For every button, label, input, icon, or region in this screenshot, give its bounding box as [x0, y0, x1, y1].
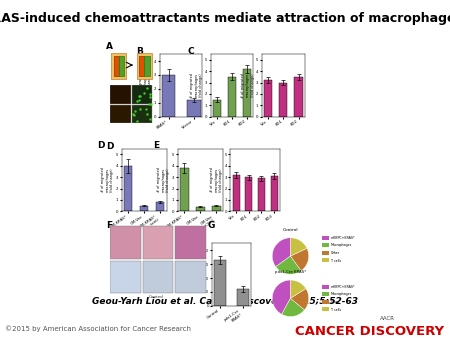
- Wedge shape: [276, 256, 301, 274]
- Bar: [162, 75, 176, 117]
- Text: ©2015 by American Association for Cancer Research: ©2015 by American Association for Cancer…: [5, 325, 191, 332]
- Wedge shape: [272, 280, 291, 314]
- Title: pdx1-Cre KRAS*: pdx1-Cre KRAS*: [275, 270, 306, 274]
- Y-axis label: # of migrated
macrophages
(fold change): # of migrated macrophages (fold change): [101, 168, 114, 192]
- Text: mKBPC+KRAS*: mKBPC+KRAS*: [331, 236, 356, 240]
- Text: B: B: [136, 47, 143, 55]
- Bar: [322, 285, 328, 289]
- Text: D: D: [106, 142, 113, 151]
- Y-axis label: # of migrated
macrophages
(fold change): # of migrated macrophages (fold change): [210, 168, 223, 192]
- Bar: [119, 56, 124, 76]
- Bar: [322, 259, 328, 262]
- Title: Control: Control: [283, 228, 298, 232]
- Text: Other: Other: [331, 251, 340, 255]
- Bar: [214, 260, 226, 306]
- Text: T cells: T cells: [331, 308, 341, 312]
- Bar: [110, 226, 141, 259]
- Bar: [143, 261, 173, 293]
- Bar: [245, 177, 252, 211]
- Wedge shape: [272, 238, 291, 267]
- Text: Macrophages: Macrophages: [331, 243, 352, 247]
- Bar: [322, 308, 328, 311]
- Wedge shape: [291, 289, 309, 310]
- Bar: [111, 53, 126, 79]
- Wedge shape: [291, 280, 306, 298]
- Bar: [180, 168, 189, 211]
- Y-axis label: # of migrated
macrophages
(fold change): # of migrated macrophages (fold change): [157, 168, 171, 192]
- Bar: [279, 82, 288, 117]
- Text: C: C: [187, 47, 194, 55]
- Bar: [233, 175, 239, 211]
- Bar: [144, 56, 149, 76]
- Wedge shape: [282, 298, 305, 316]
- Bar: [264, 80, 272, 117]
- Text: T cells: T cells: [331, 259, 341, 263]
- Bar: [212, 206, 220, 211]
- Text: A: A: [106, 42, 113, 51]
- Bar: [140, 206, 148, 211]
- Bar: [322, 236, 328, 240]
- Bar: [212, 100, 221, 117]
- Bar: [110, 105, 130, 123]
- Text: F: F: [106, 221, 112, 231]
- Wedge shape: [291, 248, 309, 271]
- Bar: [114, 56, 119, 76]
- Bar: [110, 261, 141, 293]
- Text: Other: Other: [331, 300, 340, 304]
- Y-axis label: # of migrated
macrophages
(fold change): # of migrated macrophages (fold change): [139, 73, 153, 98]
- Text: D: D: [97, 141, 104, 150]
- Bar: [131, 105, 152, 123]
- Bar: [228, 77, 236, 117]
- Text: Macrophages: Macrophages: [331, 292, 352, 296]
- Bar: [175, 226, 206, 259]
- Bar: [140, 56, 144, 76]
- Bar: [175, 261, 206, 293]
- Bar: [187, 100, 201, 117]
- Bar: [143, 226, 173, 259]
- Bar: [271, 176, 278, 211]
- Text: KRAS-induced chemoattractants mediate attraction of macrophages.: KRAS-induced chemoattractants mediate at…: [0, 12, 450, 25]
- Bar: [322, 243, 328, 247]
- Bar: [237, 289, 249, 306]
- Y-axis label: # of migrated
macrophages
(fold change): # of migrated macrophages (fold change): [241, 73, 255, 98]
- Bar: [322, 292, 328, 296]
- Text: G: G: [191, 236, 199, 245]
- Bar: [156, 202, 164, 211]
- Text: mKBPC+KRAS*: mKBPC+KRAS*: [331, 285, 356, 289]
- Bar: [124, 166, 132, 211]
- Text: AACR: AACR: [380, 316, 395, 321]
- Bar: [131, 86, 152, 104]
- Bar: [258, 178, 265, 211]
- Bar: [110, 86, 130, 104]
- Bar: [137, 53, 152, 79]
- Bar: [243, 69, 252, 117]
- Text: Control: Control: [148, 295, 164, 299]
- Text: CANCER DISCOVERY: CANCER DISCOVERY: [296, 325, 445, 338]
- Text: E: E: [153, 141, 159, 150]
- Bar: [322, 300, 328, 304]
- Text: Geou-Yarh Liou et al. Cancer Discovery 2015;5:52-63: Geou-Yarh Liou et al. Cancer Discovery 2…: [92, 297, 358, 306]
- Text: G: G: [208, 221, 215, 231]
- Wedge shape: [291, 238, 307, 256]
- Bar: [322, 251, 328, 255]
- Bar: [196, 207, 205, 211]
- Y-axis label: # of migrated
macrophages
(fold change): # of migrated macrophages (fold change): [190, 73, 203, 98]
- Y-axis label: % Macrophage
(of total immune
cells in tumor): % Macrophage (of total immune cells in t…: [189, 260, 202, 290]
- Bar: [294, 77, 303, 117]
